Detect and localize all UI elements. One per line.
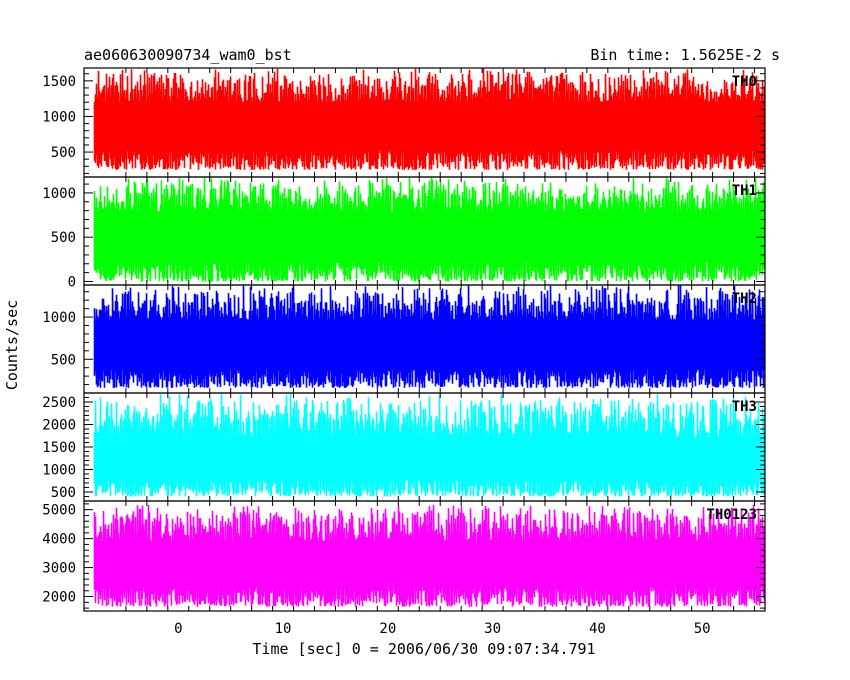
x-tick-label: 0	[174, 621, 182, 637]
y-tick-label: 3000	[42, 561, 76, 577]
y-tick-label: 500	[51, 145, 76, 161]
channel-label-th3: TH3	[732, 399, 757, 415]
y-tick-label: 2000	[42, 590, 76, 606]
chart-title: ae060630090734_wam0_bst	[84, 46, 292, 64]
panel-th0: 500 1000 1500 TH0	[42, 67, 766, 178]
y-tick-label: 1000	[42, 463, 76, 479]
panel-th1: 0 500 1000 TH1	[42, 176, 766, 290]
series-line-th1	[93, 177, 766, 282]
y-tick-label: 1000	[42, 186, 76, 202]
series-line-th3	[93, 393, 766, 497]
y-tick-label: 1500	[42, 440, 76, 456]
y-tick-label: 2000	[42, 418, 76, 434]
x-tick-label: 10	[275, 621, 292, 637]
channel-label-th1: TH1	[732, 183, 757, 199]
channel-label-th0123: TH0123	[706, 507, 757, 523]
bin-time-label: Bin time: 1.5625E-2 s	[590, 46, 780, 64]
x-axis-label: Time [sec] 0 = 2006/06/30 09:07:34.791	[252, 640, 595, 658]
y-tick-label: 5000	[42, 503, 76, 519]
channel-label-th2: TH2	[732, 291, 757, 307]
panel-th3: 500 1000 1500 2000 2500 TH3	[42, 392, 766, 502]
y-tick-label: 1500	[42, 74, 76, 90]
x-tick-labels: 0 10 20 30 40 50	[174, 621, 710, 637]
y-tick-label: 500	[51, 230, 76, 246]
panels-group: 500 1000 1500 TH0 0 500 1000 TH1 500 1000 TH2 500 10…	[42, 67, 766, 612]
y-tick-label: 1000	[42, 310, 76, 326]
x-tick-label: 30	[484, 621, 501, 637]
y-tick-label: 1000	[42, 109, 76, 125]
channel-label-th0: TH0	[732, 74, 757, 90]
x-tick-label: 40	[589, 621, 606, 637]
y-tick-label: 500	[51, 485, 76, 501]
panel-th2: 500 1000 TH2	[42, 284, 766, 394]
series-line-th0	[93, 68, 766, 170]
y-tick-label: 2500	[42, 395, 76, 411]
x-tick-label: 50	[694, 621, 711, 637]
y-tick-label: 0	[68, 274, 76, 290]
y-tick-label: 500	[51, 352, 76, 368]
x-tick-label: 20	[379, 621, 396, 637]
series-line-th0123	[93, 504, 766, 607]
series-line-th2	[93, 284, 766, 388]
y-axis-label: Counts/sec	[3, 300, 21, 390]
panel-th0123: 2000 3000 4000 5000 TH0123	[42, 500, 766, 612]
y-tick-label: 4000	[42, 532, 76, 548]
